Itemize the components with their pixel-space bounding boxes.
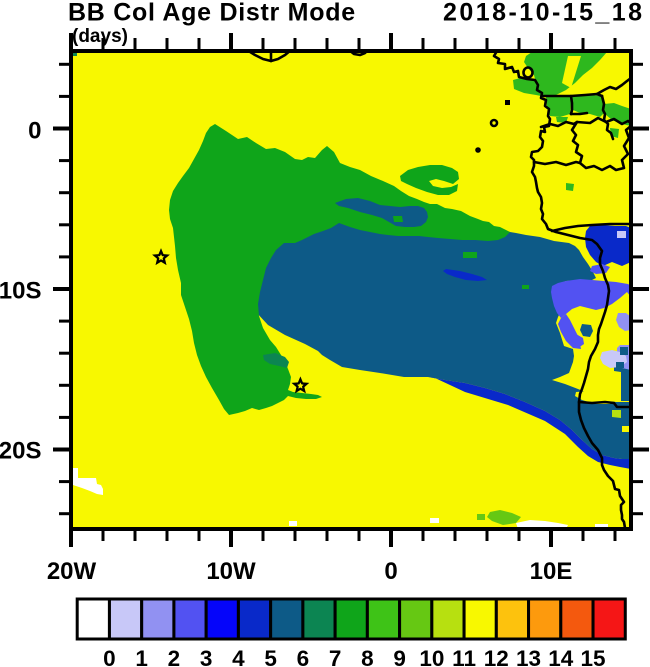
- svg-text:4: 4: [232, 646, 245, 667]
- svg-text:BB Col Age Distr Mode: BB Col Age Distr Mode: [68, 0, 356, 27]
- svg-text:11: 11: [452, 646, 476, 667]
- svg-text:13: 13: [516, 646, 541, 667]
- svg-text:10W: 10W: [206, 558, 256, 585]
- svg-text:7: 7: [329, 646, 342, 667]
- svg-text:15: 15: [581, 646, 606, 667]
- svg-text:8: 8: [361, 646, 374, 667]
- svg-text:2: 2: [168, 646, 181, 667]
- svg-text:9: 9: [393, 646, 406, 667]
- svg-text:6: 6: [297, 646, 310, 667]
- svg-text:0: 0: [28, 118, 41, 145]
- svg-text:10S: 10S: [0, 278, 42, 305]
- svg-text:10E: 10E: [530, 558, 573, 585]
- svg-text:20W: 20W: [47, 558, 97, 585]
- svg-text:2018-10-15_18: 2018-10-15_18: [443, 0, 644, 27]
- svg-text:0: 0: [384, 558, 397, 585]
- svg-text:0: 0: [103, 646, 116, 667]
- svg-text:5: 5: [264, 646, 277, 667]
- svg-text:10: 10: [419, 646, 444, 667]
- svg-text:3: 3: [200, 646, 213, 667]
- svg-text:12: 12: [484, 646, 509, 667]
- svg-text:1: 1: [135, 646, 148, 667]
- svg-text:20S: 20S: [0, 438, 42, 465]
- svg-text:14: 14: [548, 646, 574, 667]
- svg-text:(days): (days): [72, 26, 128, 47]
